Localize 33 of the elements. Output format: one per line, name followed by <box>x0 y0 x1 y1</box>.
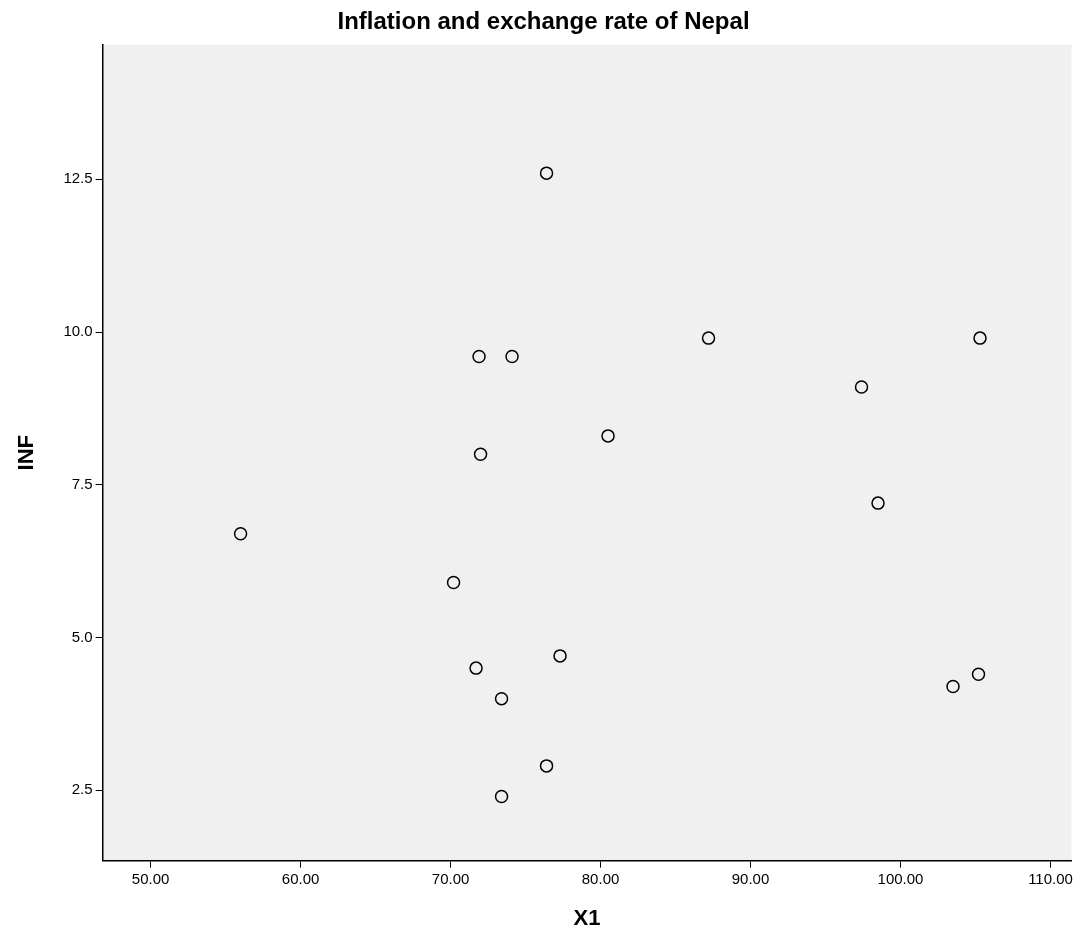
x-tick-label: 70.00 <box>431 869 470 887</box>
point <box>553 649 567 663</box>
point <box>469 661 483 675</box>
y-tick-label: 10.0 <box>63 322 93 340</box>
point <box>505 349 519 364</box>
x-tick-label: 80.00 <box>581 869 620 887</box>
chart-title: Inflation and exchange rate of Nepal <box>337 7 750 35</box>
x-axis-title: X1 <box>573 904 601 930</box>
x-tick-label: 110.00 <box>1028 869 1073 887</box>
y-tick-label: 7.5 <box>71 474 93 492</box>
point <box>701 331 716 345</box>
point <box>473 447 488 461</box>
point <box>446 575 461 590</box>
point <box>494 789 509 804</box>
point <box>854 380 869 394</box>
point <box>539 759 554 773</box>
x-tick-label: 100.00 <box>877 869 924 887</box>
x-tick-label: 50.00 <box>131 869 170 887</box>
point <box>539 166 554 180</box>
point <box>871 496 885 510</box>
y-tick-label: 5.0 <box>71 627 93 645</box>
y-tick-label: 12.5 <box>63 169 93 187</box>
point <box>971 667 986 681</box>
point <box>973 331 987 345</box>
point <box>601 429 615 443</box>
point <box>494 691 509 706</box>
x-tick-label: 90.00 <box>731 869 770 887</box>
x-tick-label: 60.00 <box>281 869 320 887</box>
point <box>946 679 960 694</box>
y-tick-label: 2.5 <box>71 780 93 798</box>
point <box>472 349 486 364</box>
point <box>233 526 248 541</box>
y-axis-title: INF <box>13 434 39 471</box>
